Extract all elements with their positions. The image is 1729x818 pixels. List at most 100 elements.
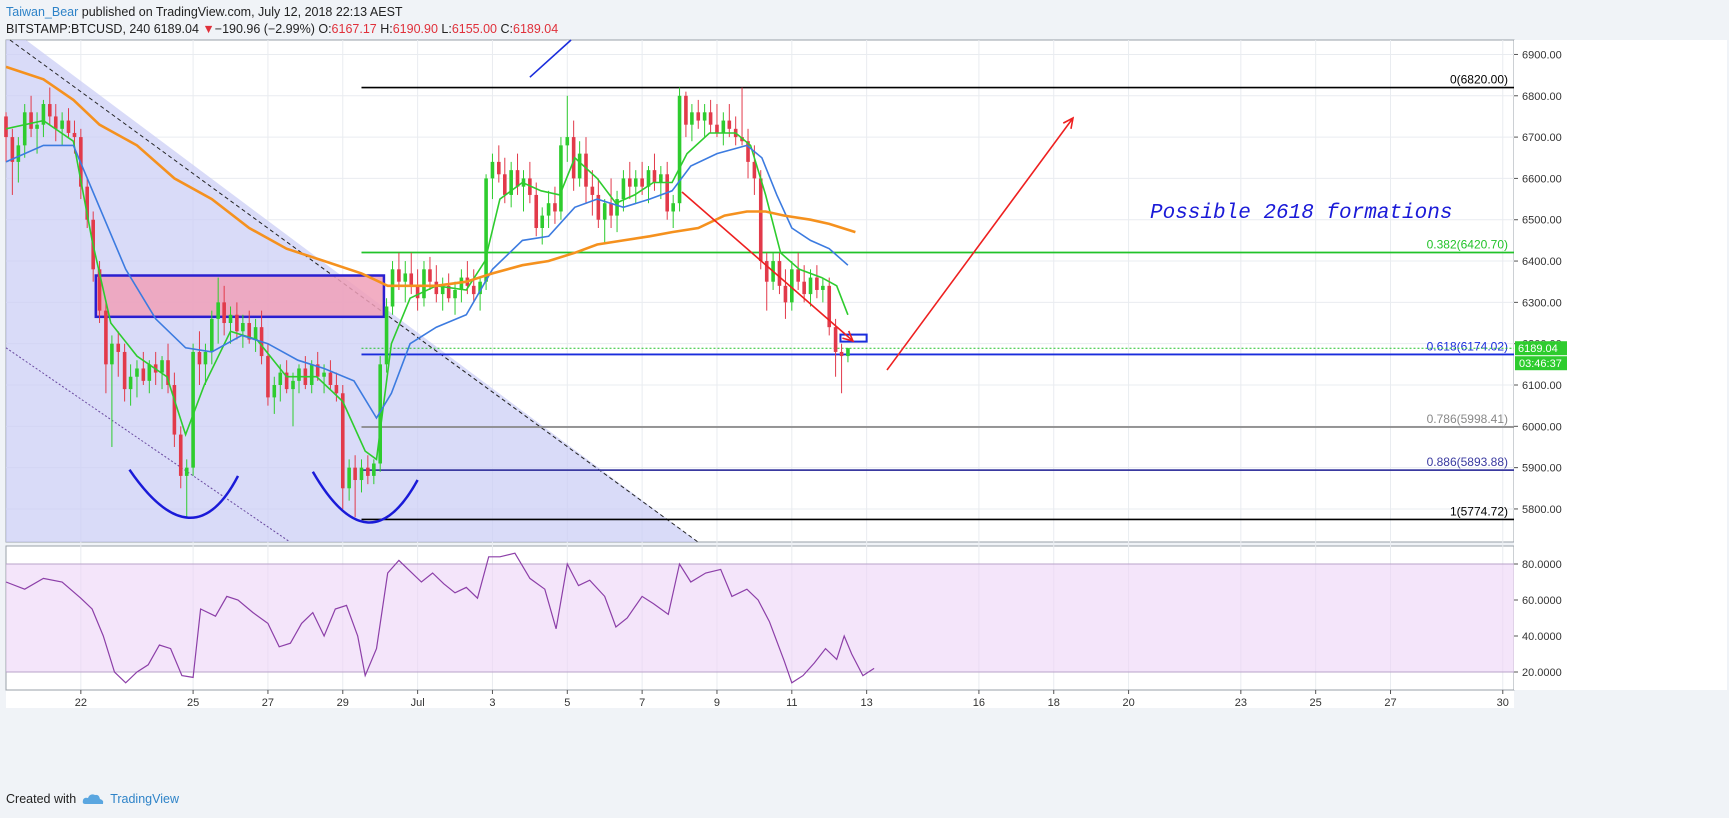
candle-body bbox=[652, 170, 657, 183]
candle-body bbox=[284, 372, 289, 390]
price-change: −190.96 (−2.99%) bbox=[214, 22, 315, 36]
candle-body bbox=[584, 153, 588, 187]
series-line-ma-orange bbox=[5, 65, 856, 288]
fib-level-label: 0.618(6174.02) bbox=[1427, 339, 1508, 353]
candle-body bbox=[122, 351, 127, 390]
fib-level-label: 0.382(6420.70) bbox=[1427, 237, 1508, 251]
price-tick-label: 6900.00 bbox=[1522, 49, 1562, 61]
time-tick-label: 27 bbox=[262, 697, 274, 709]
created-with-label: Created with bbox=[6, 792, 77, 806]
candle-body bbox=[727, 120, 732, 129]
time-badge: 03:46:37 bbox=[1519, 358, 1562, 370]
rounded-bottom-arc bbox=[128, 468, 240, 519]
candle-body bbox=[627, 178, 632, 187]
candle-body bbox=[104, 310, 108, 365]
candle-body bbox=[677, 95, 682, 204]
candle-body bbox=[646, 170, 651, 187]
candle-body bbox=[783, 285, 788, 303]
candle-body bbox=[216, 302, 220, 319]
candle-body bbox=[615, 199, 619, 216]
time-tick-label: 20 bbox=[1122, 697, 1134, 709]
fib-level-label: 0.886(5893.88) bbox=[1427, 455, 1508, 469]
time-tick-label: 7 bbox=[639, 697, 645, 709]
candle-body bbox=[484, 178, 488, 282]
price-tick-label: 6500.00 bbox=[1522, 215, 1562, 227]
candle-body bbox=[446, 285, 451, 299]
fib-level-label: 0.786(5998.41) bbox=[1427, 412, 1508, 426]
candle-body bbox=[366, 467, 370, 476]
time-tick-label: 27 bbox=[1384, 697, 1396, 709]
candle-body bbox=[390, 269, 395, 307]
descending-trendline bbox=[9, 39, 699, 543]
time-tick-label: 16 bbox=[973, 697, 985, 709]
candle-body bbox=[846, 348, 850, 357]
candle-body bbox=[359, 467, 364, 481]
candle-body bbox=[684, 95, 688, 125]
candle-body bbox=[509, 170, 513, 195]
candle-body bbox=[640, 178, 644, 187]
candle-body bbox=[815, 277, 819, 290]
tradingview-link[interactable]: TradingView bbox=[110, 792, 179, 806]
candle-body bbox=[247, 323, 252, 340]
candle-body bbox=[577, 153, 582, 179]
price-tick-label: 6700.00 bbox=[1522, 132, 1562, 144]
series-line-ema-green bbox=[5, 119, 849, 461]
candle-body bbox=[490, 161, 495, 179]
candle-body bbox=[197, 351, 202, 365]
time-tick-label: 22 bbox=[75, 697, 87, 709]
candle-body bbox=[758, 178, 763, 262]
candle-body bbox=[384, 306, 389, 365]
rsi-band bbox=[6, 564, 1514, 672]
candle-body bbox=[66, 120, 71, 133]
candle-body bbox=[553, 203, 557, 212]
dotted-trendline bbox=[5, 347, 291, 543]
time-tick-label: 9 bbox=[714, 697, 720, 709]
chart-header: Taiwan_Bear published on TradingView.com… bbox=[6, 4, 558, 38]
candle-body bbox=[764, 261, 769, 282]
time-axis-bg bbox=[6, 690, 1514, 708]
price-tick-label: 6400.00 bbox=[1522, 256, 1562, 268]
low-label: L: bbox=[441, 22, 452, 36]
candle-body bbox=[328, 372, 333, 385]
candle-body bbox=[29, 112, 33, 129]
series-line-ema-blue bbox=[5, 144, 849, 420]
candle-body bbox=[621, 178, 626, 200]
candle-body bbox=[297, 368, 301, 381]
time-tick-label: 3 bbox=[489, 697, 495, 709]
close-label: C: bbox=[500, 22, 514, 36]
candle-body bbox=[534, 194, 539, 228]
price-badge: 6189.04 bbox=[1518, 343, 1558, 355]
candle-body bbox=[128, 376, 133, 390]
candle-body bbox=[790, 269, 794, 303]
candle-body bbox=[60, 120, 64, 129]
candle-body bbox=[546, 203, 551, 216]
candle-body bbox=[409, 273, 414, 286]
candle-body bbox=[160, 360, 164, 373]
price-tick-label: 6100.00 bbox=[1522, 380, 1562, 392]
candle-body bbox=[191, 351, 195, 468]
candle-body bbox=[796, 269, 800, 282]
candle-body bbox=[422, 269, 426, 299]
candle-body bbox=[141, 368, 146, 381]
candle-body bbox=[16, 145, 21, 162]
time-tick-label: 25 bbox=[187, 697, 199, 709]
candle-body bbox=[428, 269, 432, 282]
candle-body bbox=[378, 364, 382, 464]
candle-body bbox=[702, 112, 707, 121]
candle-body bbox=[116, 343, 121, 352]
high-label: H: bbox=[380, 22, 393, 36]
candle-body bbox=[827, 285, 832, 328]
time-tick-label: Jul bbox=[411, 697, 425, 709]
candle-body bbox=[147, 364, 152, 381]
candle-body bbox=[266, 356, 270, 398]
candle-body bbox=[721, 120, 726, 133]
symbol-label: BITSTAMP:BTCUSD, 240 bbox=[6, 22, 151, 36]
time-badge-bg bbox=[1515, 356, 1567, 371]
author-link[interactable]: Taiwan_Bear bbox=[6, 5, 79, 19]
rounded-bottom-arc bbox=[311, 471, 419, 524]
rsi-tick-label: 80.0000 bbox=[1522, 559, 1562, 571]
red-arrow-up bbox=[886, 117, 1074, 371]
candle-body bbox=[559, 145, 563, 212]
candle-body bbox=[777, 261, 782, 286]
